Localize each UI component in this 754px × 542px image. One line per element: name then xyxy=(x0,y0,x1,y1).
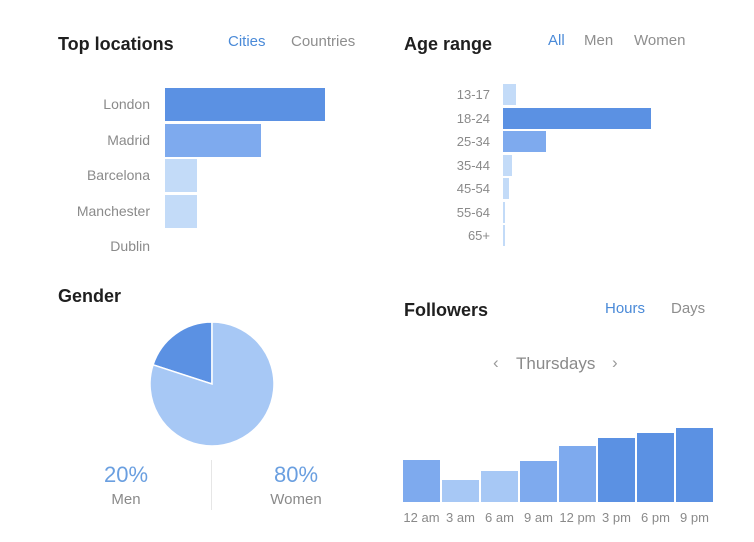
tab-days[interactable]: Days xyxy=(671,300,706,317)
tab-men[interactable]: Men xyxy=(584,32,614,49)
prev-day-button[interactable]: ‹ xyxy=(493,353,499,372)
tab-all[interactable]: All xyxy=(548,32,565,49)
top-locations-title: Top locations xyxy=(58,34,174,54)
followers-hour-label: 9 am xyxy=(524,510,553,525)
age-label: 13-17 xyxy=(456,87,490,102)
gender-pie-chart xyxy=(149,321,275,447)
followers-hour-label: 3 am xyxy=(446,510,475,525)
followers-bar xyxy=(442,479,479,502)
followers-bar xyxy=(676,428,713,502)
age-bar xyxy=(503,225,505,246)
location-bar xyxy=(165,88,325,121)
followers-bar xyxy=(598,437,635,502)
followers-bar xyxy=(637,433,674,502)
age-label: 45-54 xyxy=(456,181,490,196)
followers-hour-label: 6 am xyxy=(485,510,514,525)
pie-slice-men xyxy=(152,321,213,386)
tab-women[interactable]: Women xyxy=(634,32,686,49)
followers-hour-label: 12 pm xyxy=(559,510,596,525)
gender-men-label: Men xyxy=(111,491,141,508)
tab-cities[interactable]: Cities xyxy=(228,33,266,50)
next-day-button[interactable]: › xyxy=(612,353,618,372)
gender-title: Gender xyxy=(58,286,122,306)
location-label: Barcelona xyxy=(86,167,150,183)
tab-countries[interactable]: Countries xyxy=(291,33,356,50)
followers-hour-label: 9 pm xyxy=(680,510,709,525)
location-label: London xyxy=(103,96,150,112)
age-label: 18-24 xyxy=(456,110,490,126)
followers-bar xyxy=(520,460,557,502)
location-bar xyxy=(165,123,261,157)
top-locations-chart: London Madrid Barcelona Manchester Dublin xyxy=(0,0,380,270)
location-bar xyxy=(165,159,197,192)
age-label: 55-64 xyxy=(456,204,490,220)
location-bar xyxy=(165,194,197,228)
age-bar xyxy=(503,131,546,152)
day-selector-label: Thursdays xyxy=(516,354,596,373)
location-label: Dublin xyxy=(110,238,150,254)
age-bar xyxy=(503,154,512,176)
age-label: 65+ xyxy=(467,228,490,243)
location-label: Madrid xyxy=(107,131,150,148)
tab-hours[interactable]: Hours xyxy=(605,300,646,317)
location-label: Manchester xyxy=(76,202,150,219)
followers-bar xyxy=(559,445,596,502)
age-label: 25-34 xyxy=(456,134,490,149)
age-label: 35-44 xyxy=(456,157,490,173)
gender-divider xyxy=(211,460,212,510)
followers-hour-label: 3 pm xyxy=(602,510,631,525)
age-bar xyxy=(503,178,509,199)
pie-slice-women xyxy=(149,321,275,447)
gender-men-percent: 20% xyxy=(103,462,149,487)
followers-hour-label: 12 am xyxy=(403,510,440,525)
followers-title: Followers xyxy=(404,300,489,320)
followers-bar xyxy=(481,470,518,502)
age-bar xyxy=(503,201,505,223)
followers-hour-label: 6 pm xyxy=(641,510,670,525)
followers-bar xyxy=(403,459,440,502)
age-range-chart: 13-17 18-24 25-34 35-44 45-54 55-64 65+ xyxy=(0,0,754,270)
gender-women-label: Women xyxy=(270,491,322,508)
age-bar xyxy=(503,84,517,105)
age-bar xyxy=(503,107,651,129)
age-range-title: Age range xyxy=(404,34,493,54)
gender-women-percent: 80% xyxy=(273,462,319,487)
